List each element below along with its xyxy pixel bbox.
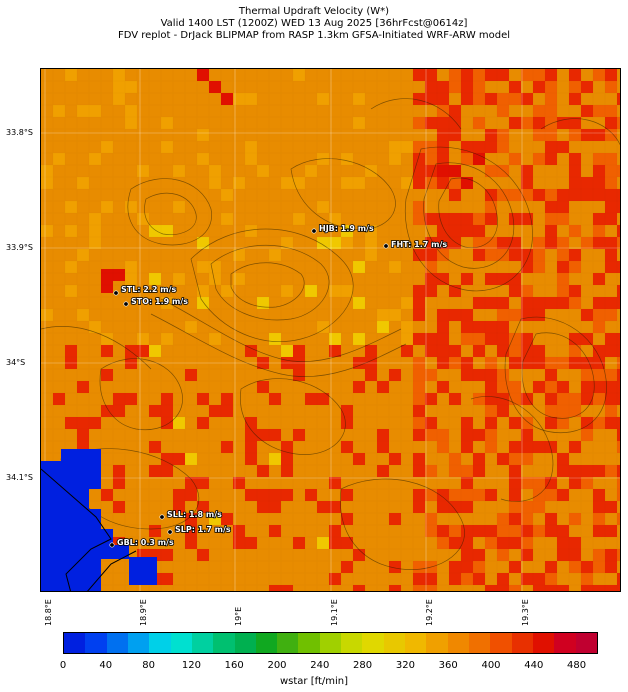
- station-sll[interactable]: SLL: 1.8 m/s: [159, 509, 223, 520]
- colorbar-swatch: [277, 633, 299, 653]
- colorbar-swatch: [405, 633, 427, 653]
- map-panel[interactable]: HJB: 1.9 m/s FHT: 1.7 m/s STL: 2.2 m/s S…: [40, 68, 621, 592]
- station-gbl[interactable]: GBL: 0.3 m/s: [109, 537, 175, 548]
- lat-tick-label: 34°S: [6, 358, 26, 367]
- ocean-area: [41, 489, 129, 591]
- colorbar-swatch: [554, 633, 576, 653]
- title-line-2: Valid 1400 LST (1200Z) WED 13 Aug 2025 […: [160, 18, 468, 29]
- colorbar-swatch: [575, 633, 597, 653]
- graticule: [41, 69, 620, 591]
- station-label: SLL: 1.8 m/s: [167, 510, 222, 519]
- colorbar-tick-label: 120: [181, 660, 201, 671]
- station-label: STL: 2.2 m/s: [121, 285, 177, 294]
- coastline: [41, 468, 112, 591]
- station-label: FHT: 1.7 m/s: [391, 240, 447, 249]
- colorbar-label: wstar [ft/min]: [279, 676, 349, 687]
- colorbar-swatch: [213, 633, 235, 653]
- station-slp[interactable]: SLP: 1.7 m/s: [167, 524, 232, 535]
- station-hjb[interactable]: HJB: 1.9 m/s: [311, 223, 375, 234]
- colorbar-swatch: [191, 633, 214, 653]
- station-label: GBL: 0.3 m/s: [117, 538, 174, 547]
- colorbar-swatch: [426, 633, 448, 653]
- colorbar-swatch: [490, 633, 512, 653]
- lon-tick-label: 19.2°E: [425, 599, 434, 626]
- station-markers: HJB: 1.9 m/s FHT: 1.7 m/s STL: 2.2 m/s S…: [109, 223, 448, 548]
- colorbar-swatch: [341, 633, 363, 653]
- colorbar-swatch: [170, 633, 192, 653]
- colorbar-tick-label: 320: [395, 660, 415, 671]
- station-label: SLP: 1.7 m/s: [175, 525, 231, 534]
- colorbar-swatch: [319, 633, 342, 653]
- colorbar-swatch: [298, 633, 320, 653]
- lat-tick-label: 33.8°S: [6, 128, 33, 137]
- lat-tick-label: 33.9°S: [6, 243, 33, 252]
- colorbar-tick-label: 40: [99, 660, 113, 671]
- colorbar-tick-label: 280: [353, 660, 373, 671]
- colorbar-swatch: [468, 633, 491, 653]
- colorbar-tick-label: 240: [310, 660, 330, 671]
- station-stl[interactable]: STL: 2.2 m/s: [113, 284, 177, 296]
- colorbar-tick-label: 160: [224, 660, 244, 671]
- colorbar-swatch: [64, 633, 86, 653]
- colorbar-swatch: [383, 633, 405, 653]
- lon-tick-label: 19°E: [234, 606, 243, 626]
- title-line-3: FDV replot - DrJack BLIPMAP from RASP 1.…: [117, 30, 511, 41]
- colorbar: [63, 632, 598, 654]
- colorbar-tick-label: 440: [524, 660, 544, 671]
- colorbar-swatch: [362, 633, 384, 653]
- station-label: HJB: 1.9 m/s: [319, 224, 374, 233]
- station-sto[interactable]: STO: 1.9 m/s: [123, 296, 189, 307]
- lon-tick-label: 19.1°E: [330, 599, 339, 626]
- colorbar-swatch: [127, 633, 150, 653]
- lat-tick-label: 34.1°S: [6, 473, 33, 482]
- colorbar-tick-label: 480: [567, 660, 587, 671]
- map-canvas: HJB: 1.9 m/s FHT: 1.7 m/s STL: 2.2 m/s S…: [41, 69, 620, 591]
- colorbar-swatch: [532, 633, 555, 653]
- colorbar-swatch: [149, 633, 171, 653]
- colorbar-swatch: [106, 633, 128, 653]
- colorbar-swatch: [511, 633, 533, 653]
- colorbar-tick-label: 400: [481, 660, 501, 671]
- colorbar-tick-label: 360: [438, 660, 458, 671]
- colorbar-swatch: [234, 633, 256, 653]
- ocean-area: [129, 557, 157, 585]
- lon-tick-label: 19.3°E: [521, 599, 530, 626]
- colorbar-swatch: [85, 633, 107, 653]
- lon-tick-label: 18.8°E: [44, 599, 53, 626]
- colorbar-swatch: [447, 633, 469, 653]
- title-line-1: Thermal Updraft Velocity (W*): [238, 6, 390, 17]
- coastline: [87, 550, 137, 591]
- station-label: STO: 1.9 m/s: [131, 297, 188, 306]
- lon-tick-label: 18.9°E: [139, 599, 148, 626]
- colorbar-swatch: [255, 633, 278, 653]
- colorbar-tick-label: 0: [59, 660, 67, 671]
- colorbar-tick-label: 80: [142, 660, 155, 671]
- chart-titles: Thermal Updraft Velocity (W*) Valid 1400…: [0, 6, 628, 42]
- station-fht[interactable]: FHT: 1.7 m/s: [383, 239, 448, 250]
- colorbar-tick-label: 200: [267, 660, 287, 671]
